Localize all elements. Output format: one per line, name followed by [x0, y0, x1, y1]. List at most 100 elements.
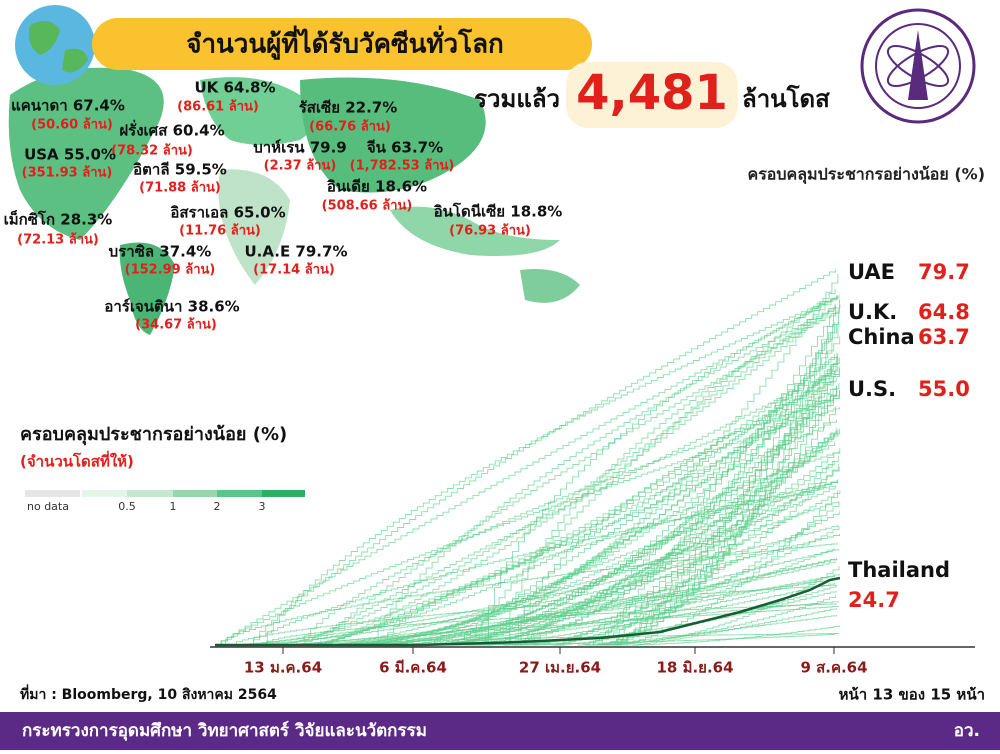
decor-line [392, 389, 837, 646]
map-label: เม็กซิโก 28.3% [4, 210, 113, 229]
ministry: กระทรวงการอุดมศึกษา วิทยาศาสตร์ วิจัยและ… [22, 720, 427, 741]
decor-line [314, 310, 838, 646]
decor-line [617, 625, 841, 646]
end-label-value: 63.7 [918, 325, 970, 349]
decor-line [311, 336, 841, 646]
total: 4,481 [576, 65, 728, 121]
map-doses: (86.61 ล้าน) [177, 99, 259, 115]
map-label: อิตาลี 59.5% [133, 161, 227, 179]
map-label: อาร์เจนตินา 38.6% [104, 298, 239, 316]
map-label: จีน 63.7% [367, 139, 444, 157]
decor-line [609, 490, 839, 646]
legend-title: ครอบคลุมประชากรอย่างน้อย (%) [20, 424, 287, 446]
map-doses: (76.93 ล้าน) [449, 223, 531, 239]
decor-line [334, 500, 839, 646]
end-label-name: Thailand [848, 558, 950, 582]
map-label: แคนาดา 67.4% [11, 97, 125, 115]
total-unit: ล้านโดส [742, 84, 830, 113]
end-label-name: U.K. [848, 300, 897, 324]
x-label: 6 มี.ค.64 [379, 659, 447, 677]
decor-line [312, 303, 836, 646]
decor-line [381, 481, 839, 646]
source: ที่มา : Bloomberg, 10 สิงหาคม 2564 [20, 684, 277, 703]
decor-line [398, 324, 837, 646]
map-label: ฝรั่งเศส 60.4% [119, 120, 224, 140]
globe [15, 5, 95, 85]
globe-land [28, 21, 88, 73]
map-label: อินโดนีเซีย 18.8% [434, 202, 563, 221]
ministry-abbr: อว. [954, 721, 980, 741]
title: จำนวนผู้ที่ได้รับวัคซีนทั่วโลก [186, 25, 504, 61]
footer-bar [0, 712, 1000, 750]
map-doses: (66.76 ล้าน) [309, 119, 391, 135]
decor-line [422, 427, 838, 646]
decor-line [486, 433, 836, 646]
decor-line [261, 296, 838, 646]
end-label-value: 55.0 [918, 377, 970, 401]
decor-line [632, 607, 837, 646]
map-doses: (71.88 ล้าน) [139, 180, 221, 196]
decor-line [230, 584, 837, 646]
decor-line [526, 455, 839, 646]
legend-subtitle: (จำนวนโดสที่ให้) [20, 451, 134, 471]
x-label: 27 เม.ย.64 [519, 659, 601, 677]
end-label-value: 79.7 [918, 260, 970, 284]
map-doses: (50.60 ล้าน) [31, 117, 113, 133]
map-doses: (11.76 ล้าน) [179, 223, 261, 239]
page-number: หน้า 13 ของ 15 หน้า [839, 686, 985, 704]
end-label-value: 64.8 [918, 300, 970, 324]
decor-line [303, 366, 838, 646]
map-label: USA 55.0% [24, 146, 116, 164]
map-doses: (2.37 ล้าน) [264, 158, 337, 174]
x-label: 9 ส.ค.64 [800, 659, 867, 677]
total-prefix: รวมแล้ว [474, 85, 560, 113]
decor-line [300, 370, 835, 646]
decor-line [612, 460, 835, 646]
decor-line [469, 288, 836, 646]
decor-line [219, 543, 838, 646]
chart-lines [215, 268, 841, 646]
map-label: รัสเซีย 22.7% [299, 99, 398, 117]
map-label: UK 64.8% [194, 79, 275, 97]
logo [860, 8, 976, 124]
end-label-name: U.S. [848, 377, 896, 401]
world-map [8, 67, 580, 335]
decor-line [239, 533, 841, 646]
thailand-line [215, 576, 841, 647]
map-label: บราซิล 37.4% [109, 243, 212, 261]
decor-line [467, 367, 840, 646]
total-box [566, 62, 738, 128]
decor-line [247, 268, 837, 646]
legend-label: 3 [259, 500, 266, 513]
map-doses: (72.13 ล้าน) [17, 232, 99, 248]
legend-label: 2 [214, 500, 221, 513]
decor-line [482, 295, 837, 646]
decor-line [298, 396, 840, 646]
decor-line [279, 295, 838, 646]
x-label: 18 มิ.ย.64 [656, 659, 733, 677]
map-doses: (508.66 ล้าน) [322, 198, 413, 214]
map-doses: (351.93 ล้าน) [22, 165, 113, 181]
decor-line [225, 525, 839, 646]
end-label-name: UAE [848, 260, 895, 284]
decor-line [372, 307, 835, 646]
map-doses: (1,782.53 ล้าน) [350, 158, 455, 174]
map-doses: (17.14 ล้าน) [253, 262, 335, 278]
decor-line [551, 390, 840, 646]
legend-label: 0.5 [118, 500, 136, 513]
decor-line [246, 353, 836, 646]
decor-line [449, 366, 840, 646]
decor-line [345, 273, 839, 646]
decor-line [382, 548, 839, 646]
map-label: บาห์เรน 79.9 [253, 139, 347, 157]
map-labels: UK 64.8% (86.61 ล้าน) แคนาดา 67.4% (50.60 ล… [4, 79, 563, 333]
map-doses: (152.99 ล้าน) [125, 262, 216, 278]
map-doses: (78.32 ล้าน) [111, 143, 193, 159]
map-label: U.A.E 79.7% [245, 243, 348, 261]
decor-line [423, 430, 839, 646]
legend-scale [25, 490, 305, 497]
decor-line [317, 466, 840, 646]
decor-line [361, 486, 836, 646]
coverage-caption: ครอบคลุมประชากรอย่างน้อย (%) [747, 165, 985, 185]
